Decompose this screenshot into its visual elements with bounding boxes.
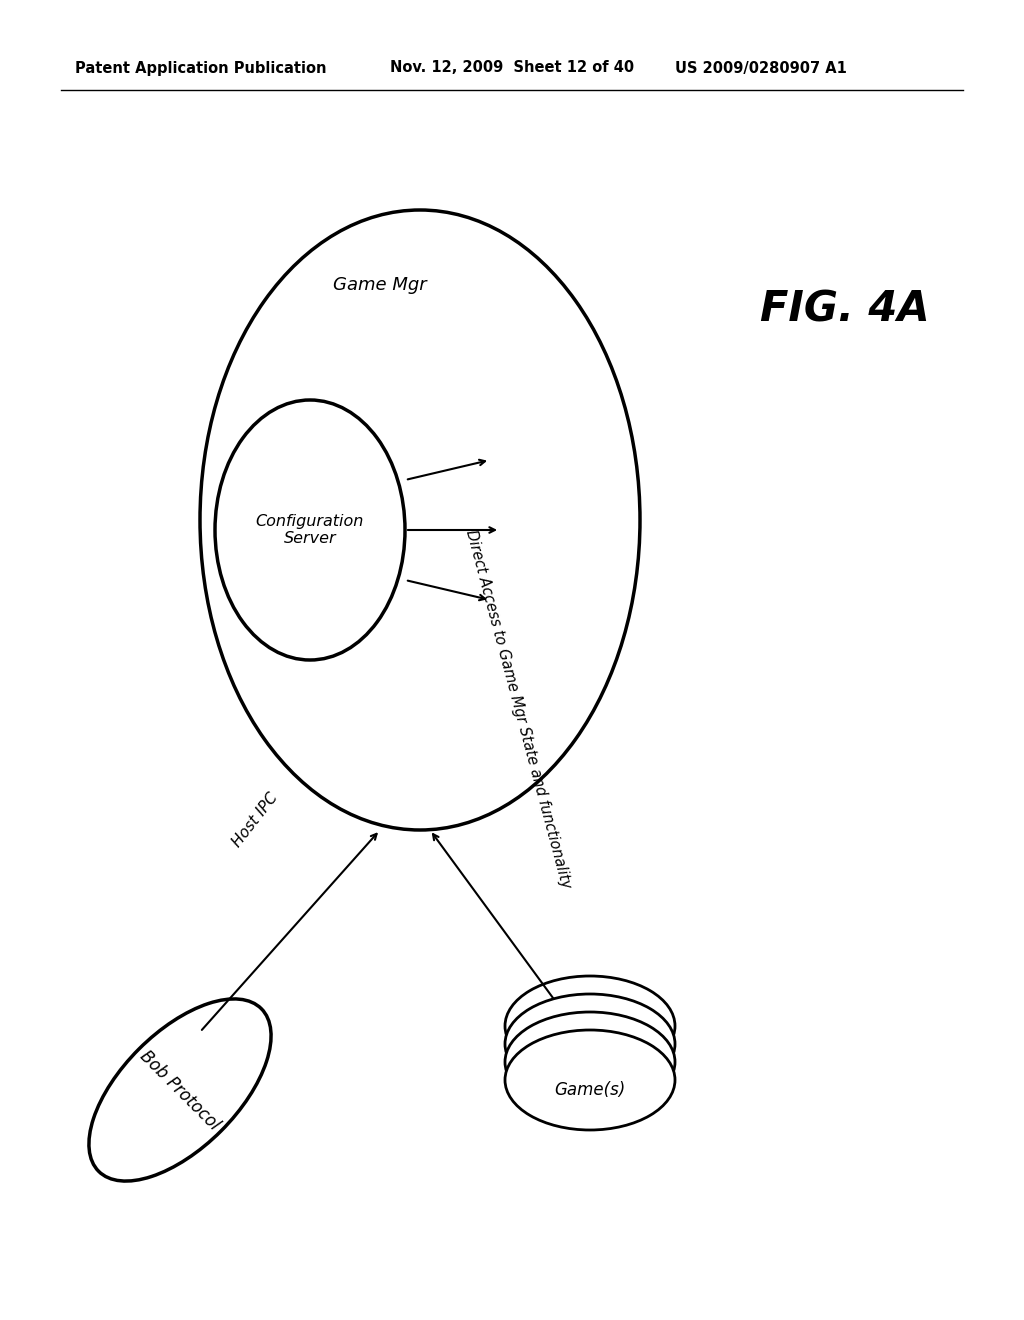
Ellipse shape — [505, 1012, 675, 1111]
Text: Game Mgr: Game Mgr — [333, 276, 427, 294]
Text: FIG. 4A: FIG. 4A — [760, 289, 930, 331]
Ellipse shape — [505, 994, 675, 1094]
Text: US 2009/0280907 A1: US 2009/0280907 A1 — [675, 61, 847, 75]
Text: Configuration
Server: Configuration Server — [256, 513, 365, 546]
Ellipse shape — [215, 400, 406, 660]
Text: Host IPC: Host IPC — [229, 791, 281, 850]
Text: Bob Protocol: Bob Protocol — [136, 1047, 223, 1134]
Ellipse shape — [505, 1030, 675, 1130]
Text: Game(s): Game(s) — [554, 1081, 626, 1100]
Ellipse shape — [505, 975, 675, 1076]
Text: Patent Application Publication: Patent Application Publication — [75, 61, 327, 75]
Text: Nov. 12, 2009  Sheet 12 of 40: Nov. 12, 2009 Sheet 12 of 40 — [390, 61, 634, 75]
Ellipse shape — [89, 999, 271, 1181]
Text: Direct Access to Game Mgr State and functionality: Direct Access to Game Mgr State and func… — [463, 528, 573, 890]
Ellipse shape — [200, 210, 640, 830]
